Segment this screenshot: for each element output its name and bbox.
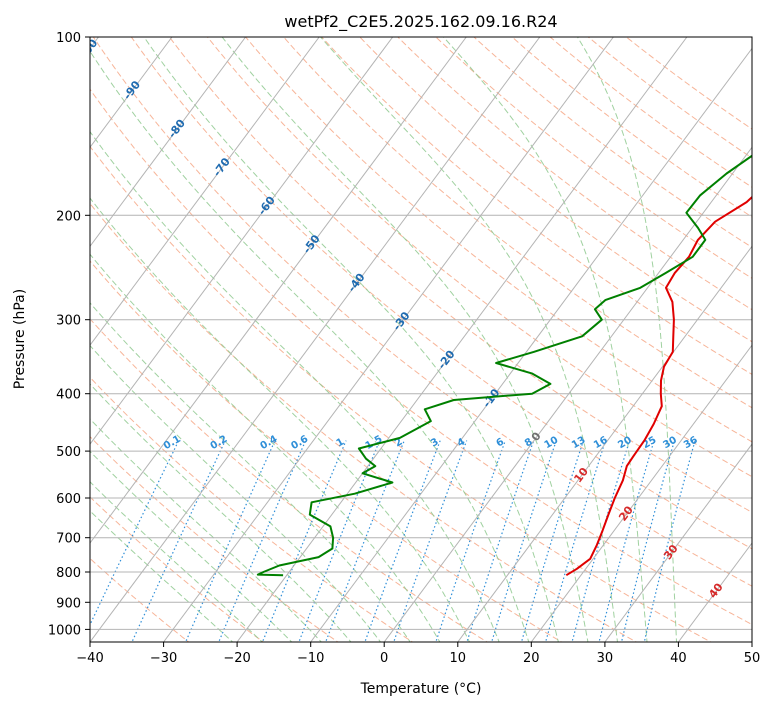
mixing-ratio-line	[298, 440, 381, 642]
isotherm	[310, 47, 752, 642]
mixing-ratio-line	[491, 440, 557, 642]
isotherm	[236, 37, 688, 642]
y-tick-label: 200	[56, 209, 81, 224]
x-tick-label: −10	[297, 651, 324, 666]
isotherm	[457, 245, 752, 642]
isotherm	[90, 37, 173, 149]
y-tick-label: 500	[56, 445, 81, 460]
moist-adiabat	[443, 37, 648, 642]
dry-adiabat	[92, 37, 752, 587]
mixing-ratio-line	[571, 440, 631, 642]
mixing-ratio-label: 4	[456, 436, 468, 449]
y-tick-label: 600	[56, 492, 81, 507]
y-axis-ticks: 100 200 300 400 500 600 700 800 900 1000	[48, 31, 90, 638]
isotherm	[163, 37, 614, 642]
moist-adiabat	[90, 450, 293, 642]
x-tick-label: 50	[744, 651, 761, 666]
mixing-ratio-line	[544, 440, 606, 642]
mixing-ratio-line	[218, 440, 307, 642]
mixing-ratio-line	[620, 440, 675, 642]
dewpoint-line	[256, 154, 752, 577]
x-tick-label: −30	[150, 651, 177, 666]
y-tick-label: 1000	[48, 623, 81, 638]
sounding-series	[256, 154, 752, 577]
moist-adiabat	[577, 37, 678, 642]
x-tick-label: 10	[450, 651, 467, 666]
x-tick-label: −20	[223, 651, 250, 666]
dry-adiabat	[90, 318, 488, 642]
mixing-ratio-line	[466, 440, 535, 642]
y-tick-label: 900	[56, 596, 81, 611]
isotherm	[90, 37, 467, 544]
dry-adiabat	[168, 37, 752, 513]
isotherm	[90, 37, 541, 642]
dry-adiabat	[359, 37, 752, 343]
isotherm	[90, 37, 394, 445]
isotherm	[90, 37, 320, 347]
mixing-ratio-label: 2	[393, 436, 405, 449]
moist-adiabat	[143, 37, 559, 642]
mixing-ratio-line	[435, 440, 506, 642]
mixing-ratio-label: 1	[335, 436, 347, 449]
mixing-ratio-line	[598, 440, 655, 642]
plot-area: -100-90-80-70-60-50-40-30-20-10010203040…	[90, 37, 752, 642]
y-tick-label: 800	[56, 566, 81, 581]
isotherm	[604, 443, 752, 642]
y-axis-label: Pressure (hPa)	[12, 289, 28, 389]
moist-adiabat	[90, 481, 263, 642]
plot-frame	[89, 36, 753, 643]
dry-adiabat	[282, 37, 752, 409]
isotherms	[90, 37, 752, 642]
mixing-ratio-label: 3	[429, 436, 441, 449]
dry-adiabat	[244, 37, 752, 443]
mixing-ratio-label: 6	[494, 436, 506, 449]
x-tick-label: 40	[670, 651, 687, 666]
x-axis-ticks: −40 −30 −20 −10 0 10 20 30 40 50	[76, 642, 760, 666]
x-tick-label: 30	[597, 651, 614, 666]
x-tick-label: 0	[380, 651, 388, 666]
chart-title: wetPf2_C2E5.2025.162.09.16.R24	[284, 12, 557, 32]
y-tick-label: 400	[56, 388, 81, 403]
x-axis-label: Temperature (°C)	[360, 681, 482, 697]
moist-adiabat	[320, 37, 619, 642]
isotherm	[90, 37, 247, 248]
mixing-ratio-lines	[90, 440, 696, 642]
mixing-ratio-line	[643, 440, 696, 642]
pressure-gridlines	[90, 37, 752, 630]
isotherm	[383, 146, 752, 642]
isotherm	[530, 344, 752, 642]
temperature-line	[565, 195, 752, 577]
x-tick-label: 20	[523, 651, 540, 666]
y-tick-label: 300	[56, 314, 81, 329]
y-tick-label: 700	[56, 532, 81, 547]
mixing-ratio-label: 8	[523, 436, 535, 449]
dry-adiabat	[90, 145, 712, 642]
x-tick-label: −40	[76, 651, 103, 666]
y-tick-label: 100	[56, 31, 81, 46]
mixing-ratio-line	[131, 440, 226, 642]
